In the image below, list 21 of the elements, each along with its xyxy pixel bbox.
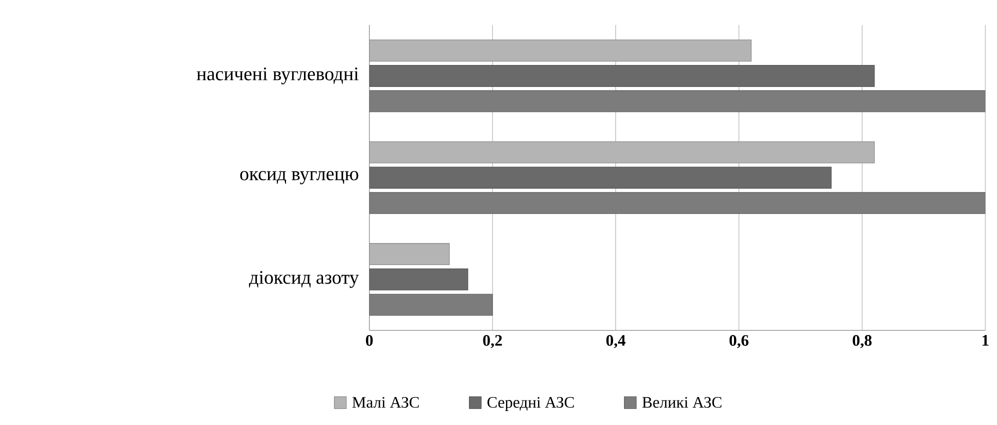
y-tick-label: оксид вуглецю bbox=[240, 171, 358, 184]
bar bbox=[369, 141, 875, 164]
legend-label: Середні АЗС bbox=[487, 396, 574, 411]
y-tick-label: насичені вуглеводні bbox=[196, 67, 359, 84]
bar bbox=[369, 166, 832, 189]
x-tick-label: 0,4 bbox=[606, 335, 626, 348]
bar bbox=[369, 294, 493, 316]
x-tick-label: 0,2 bbox=[483, 335, 502, 348]
legend-label: Малі АЗС bbox=[352, 396, 419, 408]
bar bbox=[369, 40, 752, 62]
x-tick-label: 0 bbox=[366, 335, 373, 346]
bar bbox=[369, 64, 875, 87]
legend-label: Великі АЗС bbox=[642, 396, 722, 408]
bar bbox=[369, 243, 450, 266]
bar bbox=[369, 268, 468, 290]
bar bbox=[369, 90, 986, 112]
y-tick-label: діоксид азоту bbox=[248, 271, 359, 288]
x-tick-label: 1 bbox=[982, 335, 988, 346]
x-tick-label: 0,8 bbox=[852, 335, 872, 348]
x-tick-label: 0,6 bbox=[730, 335, 748, 348]
bar bbox=[369, 192, 986, 214]
